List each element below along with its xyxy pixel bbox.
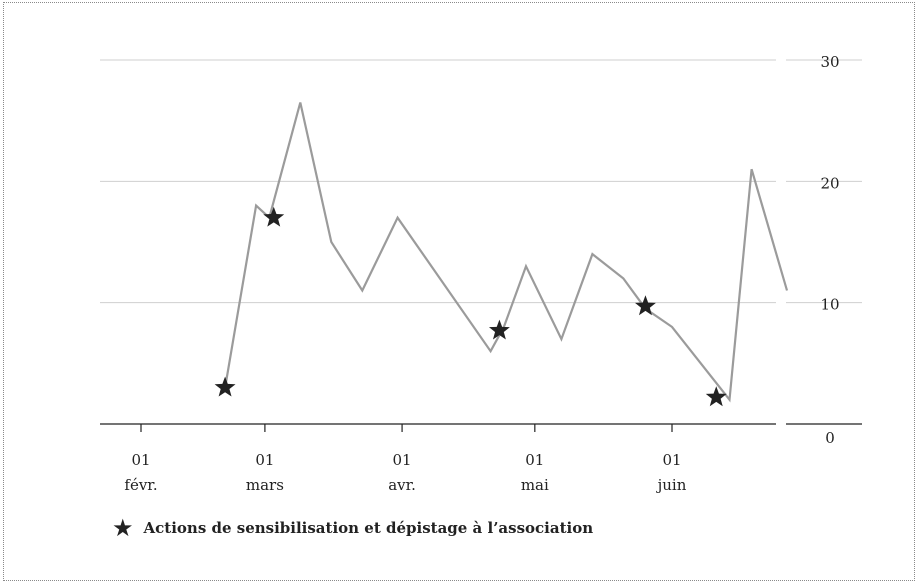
x-tick-label-day: 01 (255, 451, 274, 469)
x-tick-label-day: 01 (525, 451, 544, 469)
y-tick-label-10: 10 (820, 296, 839, 314)
x-tick-label-day: 01 (662, 451, 681, 469)
series-line (224, 102, 789, 403)
x-tick-label-day: 01 (393, 451, 412, 469)
event-markers (214, 206, 727, 407)
x-tick-label-month: avr. (388, 476, 416, 494)
legend-label: Actions de sensibilisation et dépistage … (143, 519, 594, 537)
legend: ★ Actions de sensibilisation et dépistag… (112, 516, 593, 540)
y-tick-label-20: 20 (820, 174, 839, 192)
x-axis (100, 423, 862, 432)
y-axis-labels: 0 10 20 30 (820, 53, 839, 447)
star-marker (214, 376, 236, 397)
grid-lines (100, 59, 862, 304)
x-tick-label-day: 01 (131, 451, 150, 469)
y-tick-label-30: 30 (820, 53, 839, 71)
star-marker (488, 319, 510, 340)
x-tick-label-month: juin (656, 476, 687, 494)
star-icon: ★ (112, 514, 134, 542)
x-tick-label-month: févr. (124, 476, 157, 494)
chart-frame (3, 2, 915, 581)
x-tick-label-month: mars (246, 476, 284, 494)
y-tick-label-0: 0 (825, 429, 835, 447)
star-marker (263, 206, 285, 227)
star-marker (705, 386, 727, 407)
x-axis-labels: 01 févr. 01 mars 01 avr. 01 mai 01 juin (124, 451, 686, 494)
star-marker (634, 295, 656, 316)
series (224, 102, 789, 403)
x-tick-label-month: mai (521, 476, 549, 494)
